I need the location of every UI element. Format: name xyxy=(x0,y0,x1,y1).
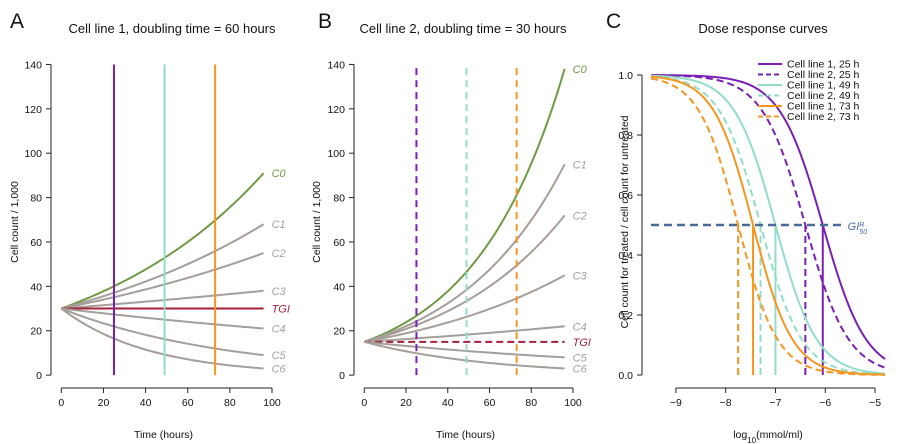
curve-label-tgi: TGI xyxy=(272,304,290,316)
panel-letter: B xyxy=(318,10,332,33)
curve-label-c5: C5 xyxy=(573,352,588,364)
panel-letter: C xyxy=(606,10,621,33)
dose-curve-4 xyxy=(650,75,886,376)
y-tick-label: 80 xyxy=(333,193,345,205)
curve-c1 xyxy=(61,223,265,310)
legend-label-1: Cell line 1, 25 h xyxy=(787,59,860,71)
x-tick-label: 20 xyxy=(98,397,110,409)
curve-label-c6: C6 xyxy=(573,363,588,375)
panel-b: B Cell line 2, doubling time = 30 hours Ti… xyxy=(311,10,591,441)
x-axis-label: log10(mmol/ml) xyxy=(733,429,803,444)
curve-label-tgi: TGI xyxy=(573,337,591,349)
legend-label-3: Cell line 1, 49 h xyxy=(787,80,860,92)
x-tick-label: 0 xyxy=(361,397,367,409)
y-tick-label: 100 xyxy=(327,148,345,160)
dose-curve-5 xyxy=(650,75,886,376)
curve-label-c1: C1 xyxy=(573,159,587,171)
legend-label-4: Cell line 2, 49 h xyxy=(787,90,860,102)
curve-c3 xyxy=(364,274,566,343)
curve-label-c1: C1 xyxy=(272,219,286,231)
curve-label-c0: C0 xyxy=(573,64,588,76)
y-tick-label: 140 xyxy=(24,59,42,71)
chart-title: Cell line 2, doubling time = 30 hours xyxy=(359,21,567,36)
x-tick-label: 100 xyxy=(263,397,281,409)
x-tick-label: −6 xyxy=(819,397,831,409)
curve-label-c6: C6 xyxy=(272,363,287,375)
x-axis-label: Time (hours) xyxy=(436,429,495,441)
x-tick-label: 40 xyxy=(442,397,454,409)
curve-label-c3: C3 xyxy=(272,286,287,298)
panel-a: A Cell line 1, doubling time = 60 hours Ti… xyxy=(9,10,290,441)
y-tick-label: 140 xyxy=(327,59,345,71)
curve-c6 xyxy=(364,340,565,370)
x-tick-label: 100 xyxy=(564,397,582,409)
y-tick-label: 80 xyxy=(30,193,42,205)
y-tick-label: 60 xyxy=(333,237,345,249)
y-tick-label: 60 xyxy=(30,237,42,249)
legend-label-2: Cell line 2, 25 h xyxy=(787,69,860,81)
curve-c2 xyxy=(364,214,566,343)
dose-curve-6 xyxy=(650,77,886,376)
dose-curve-2 xyxy=(650,74,886,369)
y-tick-label: 0 xyxy=(36,370,42,382)
curve-c5 xyxy=(364,340,565,359)
gi50-annotation: GIR 50 xyxy=(848,221,868,236)
y-tick-label: 40 xyxy=(30,281,42,293)
curve-c2 xyxy=(61,252,264,310)
curve-c4 xyxy=(61,307,264,330)
y-tick-label: 0.8 xyxy=(618,130,633,142)
panel-c: C Dose response curves Cell count for trea… xyxy=(606,10,886,444)
x-tick-label: 60 xyxy=(484,397,496,409)
curve-label-c2: C2 xyxy=(573,210,587,222)
curve-c5 xyxy=(60,307,264,357)
curve-c3 xyxy=(61,289,264,310)
y-tick-label: 0.2 xyxy=(618,310,633,322)
x-tick-label: 80 xyxy=(224,397,236,409)
curve-c1 xyxy=(363,163,566,343)
y-tick-label: 20 xyxy=(333,326,345,338)
curve-label-c4: C4 xyxy=(272,324,286,336)
x-tick-label: 60 xyxy=(182,397,194,409)
curve-c0 xyxy=(363,68,566,343)
curve-c0 xyxy=(60,172,265,310)
y-tick-label: 100 xyxy=(24,148,42,160)
y-tick-label: 20 xyxy=(30,326,42,338)
curve-c4 xyxy=(364,325,565,343)
y-tick-label: 40 xyxy=(333,281,345,293)
y-axis-label: Cell count / 1,000 xyxy=(9,181,21,263)
dose-curve-3 xyxy=(650,74,886,375)
y-tick-label: 120 xyxy=(24,104,42,116)
y-axis-label: Cell count / 1,000 xyxy=(311,181,323,263)
x-tick-label: −8 xyxy=(720,397,732,409)
y-axis-label: Cell count for treated / cell count for … xyxy=(619,115,631,328)
curve-label-c0: C0 xyxy=(272,168,287,180)
x-tick-label: 80 xyxy=(525,397,537,409)
y-tick-label: 0.6 xyxy=(618,190,633,202)
y-tick-label: 1.0 xyxy=(618,70,633,82)
y-tick-label: 120 xyxy=(327,104,345,116)
y-tick-label: 0 xyxy=(339,370,345,382)
curve-label-c2: C2 xyxy=(272,248,286,260)
x-axis-label: Time (hours) xyxy=(134,429,193,441)
legend-label-5: Cell line 1, 73 h xyxy=(787,101,860,113)
curve-label-c5: C5 xyxy=(272,350,287,362)
x-tick-label: 20 xyxy=(400,397,412,409)
chart-title: Dose response curves xyxy=(698,21,828,36)
x-tick-label: −5 xyxy=(869,397,881,409)
curve-label-c3: C3 xyxy=(573,270,588,282)
x-tick-label: −7 xyxy=(769,397,781,409)
curve-c6 xyxy=(60,307,264,370)
y-tick-label: 0.0 xyxy=(618,370,633,382)
chart-title: Cell line 1, doubling time = 60 hours xyxy=(68,21,276,36)
x-tick-label: 40 xyxy=(140,397,152,409)
y-tick-label: 0.4 xyxy=(618,250,633,262)
x-tick-label: −9 xyxy=(670,397,682,409)
panel-letter: A xyxy=(10,10,24,33)
legend-label-6: Cell line 2, 73 h xyxy=(787,111,860,123)
curve-label-c4: C4 xyxy=(573,321,587,333)
x-tick-label: 0 xyxy=(58,397,64,409)
